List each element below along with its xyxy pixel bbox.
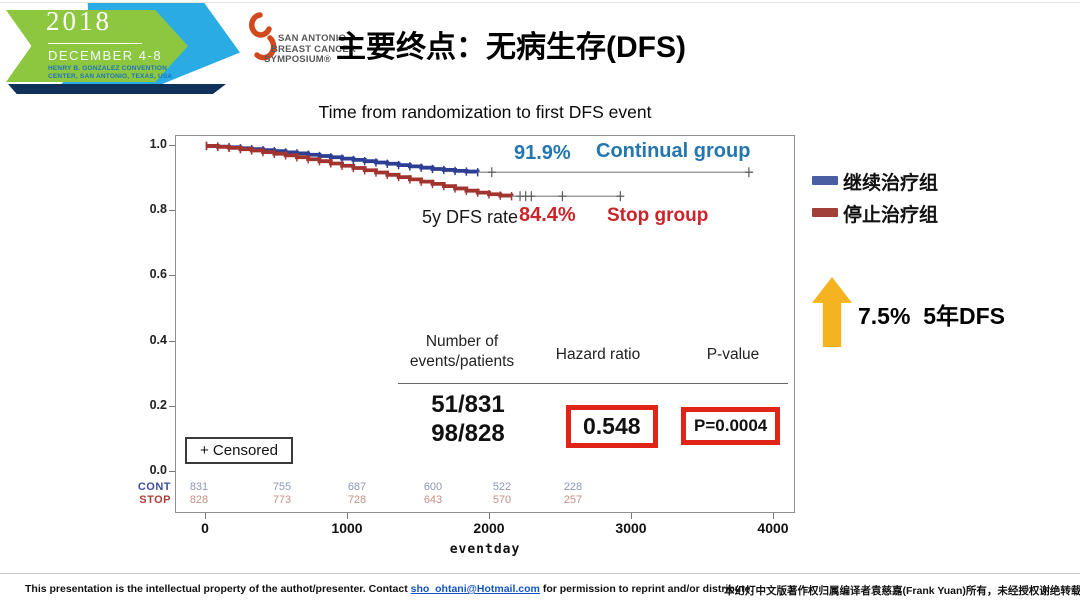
events-stop-value: 98/828 (431, 420, 505, 447)
y-tick-label: 0.0 (149, 463, 167, 477)
contact-email-link[interactable]: sho_ohtani@Hotmail.com (410, 583, 540, 595)
at-risk-value: 831 (189, 481, 209, 493)
y-tick-mark (169, 145, 175, 146)
logo-underline (48, 43, 142, 44)
at-risk-row-label: CONT (137, 481, 171, 493)
footer-left-post: for permission to reprint and/or distrib… (539, 583, 754, 595)
page-title: 主要终点：无病生存(DFS) (336, 31, 686, 64)
p-value-box: P=0.0004 (681, 407, 781, 445)
footer-copyright-en: This presentation is the intellectual pr… (25, 583, 753, 595)
legend-swatch-stop (812, 208, 838, 217)
y-tick-label: 0.6 (149, 267, 167, 282)
x-axis-title: eventday (449, 542, 521, 557)
at-risk-value: 728 (347, 494, 367, 507)
x-tick-mark (347, 513, 348, 519)
hazard-ratio-value: 0.548 (583, 413, 641, 439)
x-tick-mark (205, 513, 206, 519)
x-tick-label: 4000 (757, 520, 789, 536)
at-risk-value: 522 (492, 481, 512, 493)
footer-divider (0, 573, 1080, 574)
x-tick-label: 0 (201, 520, 209, 536)
at-risk-value: 755 (272, 481, 292, 493)
y-tick-label: 0.4 (149, 332, 167, 347)
sabcs-2018-logo: 2018 DECEMBER 4-8 HENRY B. GONZALEZ CONV… (2, 3, 240, 94)
sabcs-ribbon-logo: SAN ANTONIO BREAST CANCER SYMPOSIUM® (240, 8, 375, 90)
x-tick-label: 1000 (331, 520, 363, 536)
dfs-improvement-text: 7.5% 5年DFS (858, 303, 1005, 329)
x-tick-label: 2000 (473, 520, 505, 536)
legend-label-continual: 继续治疗组 (843, 173, 939, 194)
at-risk-value: 773 (272, 494, 292, 507)
logo-year: 2018 (46, 6, 112, 36)
legend-swatch-continual (812, 176, 838, 185)
sabcs-logo-line2: BREAST CANCER (271, 43, 356, 55)
legend-item-stop: 停止治疗组 (812, 200, 1042, 226)
y-tick-mark (169, 471, 175, 472)
sabcs-logo-text: SAN ANTONIO BREAST CANCER SYMPOSIUM® (264, 33, 356, 66)
x-tick-label: 3000 (615, 520, 647, 536)
legend-item-continual: 继续治疗组 (812, 168, 1042, 194)
continual-group-label: Continual group (596, 140, 751, 162)
y-tick-label: 0.8 (149, 202, 167, 217)
stop-group-label: Stop group (607, 205, 709, 226)
legend-label-stop: 停止治疗组 (843, 205, 939, 226)
logo-navy-strip (8, 84, 226, 94)
sabcs-logo-line1: SAN ANTONIO (278, 33, 347, 44)
stats-divider (398, 383, 788, 384)
logo-venue: HENRY B. GONZALEZ CONVENTION CENTER, SAN… (48, 65, 173, 81)
events-continual-value: 51/831 (431, 391, 505, 418)
censored-legend-box: + Censored (185, 437, 293, 464)
stats-header-events-line2: events/patients (409, 353, 515, 370)
sabcs-ribbon-icon (249, 12, 277, 61)
x-tick-mark (489, 513, 490, 519)
stats-header-p-value: P-value (706, 346, 760, 363)
at-risk-value: 643 (423, 494, 443, 507)
y-tick-label: 0.2 (149, 397, 167, 412)
y-tick-mark (169, 210, 175, 212)
up-arrow-icon (812, 277, 852, 347)
at-risk-row-label: STOP (139, 494, 171, 507)
logo-green-arrow-shape (6, 10, 188, 82)
p-value: P=0.0004 (694, 416, 768, 435)
top-divider (0, 2, 1080, 3)
x-tick-mark (773, 513, 774, 519)
hazard-ratio-box: 0.548 (566, 405, 658, 448)
continual-rate-label: 91.9% (514, 142, 571, 164)
at-risk-value: 228 (563, 481, 583, 493)
stats-header-events-line1: Number of (425, 333, 499, 350)
y-tick-mark (169, 405, 175, 407)
at-risk-value: 570 (492, 494, 512, 507)
at-risk-value: 257 (563, 494, 583, 507)
chart-title: Time from randomization to first DFS eve… (318, 102, 652, 122)
footer-copyright-cn: 本幻灯中文版著作权归属编译者袁慈嘉(Frank Yuan)所有，未经授权谢绝转载… (724, 585, 1080, 597)
km-curves-svg (205, 141, 754, 202)
at-risk-value: 600 (423, 481, 443, 493)
y-tick-mark (169, 340, 175, 342)
y-tick-label: 1.0 (149, 137, 167, 151)
footer-left-pre: This presentation is the intellectual pr… (25, 583, 411, 595)
y-tick-mark (169, 275, 175, 277)
stop-rate-label: 84.4% (519, 204, 576, 226)
stats-header-hazard-ratio: Hazard ratio (555, 346, 641, 363)
logo-dates: DECEMBER 4-8 (48, 48, 163, 63)
at-risk-value: 687 (347, 481, 367, 493)
sabcs-logo-line3: SYMPOSIUM® (264, 54, 332, 66)
x-tick-mark (631, 513, 632, 519)
five-year-dfs-rate-label: 5y DFS rate (422, 207, 519, 227)
at-risk-value: 828 (189, 494, 209, 507)
